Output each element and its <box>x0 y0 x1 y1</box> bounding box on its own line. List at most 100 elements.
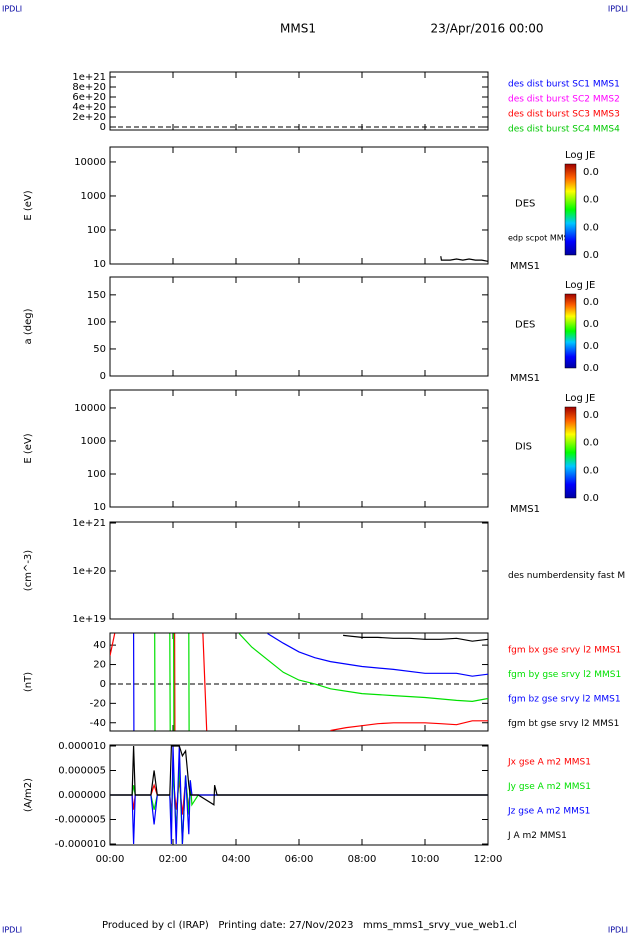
legend-entry: Jz gse A m2 MMS1 <box>507 807 590 817</box>
y-tick-label: 10 <box>93 259 106 270</box>
panel-frame <box>109 521 489 620</box>
legend-entry: des dist burst SC4 MMS4 <box>508 125 620 135</box>
probe-label: MMS1 <box>510 504 540 515</box>
y-tick-label: -0.000005 <box>55 815 106 826</box>
legend-entry: des dist burst SC3 MMS3 <box>508 110 620 120</box>
x-tick-label: 08:00 <box>348 854 377 865</box>
legend-entry: Jy gse A m2 MMS1 <box>507 782 591 792</box>
corner-mark: IPDLI <box>2 926 22 934</box>
legend-entry: des dist burst SC1 MMS1 <box>508 80 620 90</box>
y-tick-label: 0 <box>100 371 106 382</box>
y-tick-label: 100 <box>87 469 106 480</box>
colorbar-label: 0.0 <box>583 465 599 476</box>
colorbar-label: 0.0 <box>583 438 599 449</box>
y-tick-label: 10000 <box>74 403 106 414</box>
plot-date: 23/Apr/2016 00:00 <box>430 22 543 36</box>
y-tick-label: 1000 <box>81 191 106 202</box>
data-line <box>440 256 488 262</box>
colorbar-label: 0.0 <box>583 341 599 352</box>
y-tick-label: -0.000010 <box>55 839 106 850</box>
x-tick-label: 00:00 <box>96 854 125 865</box>
y-tick-label: 1e+19 <box>72 614 106 625</box>
colorbar-title: Log JE <box>565 280 595 291</box>
y-tick-label: 1e+21 <box>72 518 106 529</box>
y-tick-label: 50 <box>93 344 106 355</box>
y-side-label: des numberdensity fast M <box>508 571 625 581</box>
colorbar-label: 0.0 <box>583 222 599 233</box>
colorbar-label: 0.0 <box>583 167 599 178</box>
y-axis-label: E (eV) <box>23 433 34 463</box>
legend-entry: edp scpot MMS1 <box>508 234 574 243</box>
x-tick-label: 12:00 <box>474 854 503 865</box>
colorbar-label: 0.0 <box>583 410 599 421</box>
plot-title: MMS1 <box>280 22 316 36</box>
legend-entry: fgm bt gse srvy l2 MMS1 <box>508 719 619 729</box>
y-tick-label: 0 <box>100 122 106 133</box>
legend-entry: fgm bz gse srvy l2 MMS1 <box>508 695 621 705</box>
y-tick-label: 0.000005 <box>58 765 106 776</box>
x-tick-label: 04:00 <box>222 854 251 865</box>
colorbar <box>564 406 577 499</box>
y-tick-label: 100 <box>87 317 106 328</box>
y-tick-label: 2e+20 <box>72 112 106 123</box>
colorbar-label: 0.0 <box>583 195 599 206</box>
panel-frame <box>109 389 489 508</box>
data-line <box>133 633 488 731</box>
y-tick-label: 10 <box>93 502 106 513</box>
y-tick-label: 150 <box>87 290 106 301</box>
data-line <box>154 633 488 731</box>
data-line <box>110 745 488 806</box>
x-tick-label: 06:00 <box>285 854 314 865</box>
probe-label: MMS1 <box>510 261 540 272</box>
y-axis-label: (cm^-3) <box>23 550 34 591</box>
colorbar-label: 0.0 <box>583 493 599 504</box>
legend-entry: J A m2 MMS1 <box>507 831 567 841</box>
y-axis-label: a (deg) <box>23 308 34 344</box>
y-tick-label: 0 <box>100 679 106 690</box>
panel-frame <box>109 632 489 732</box>
panel-frame <box>109 146 489 265</box>
legend-entry: fgm bx gse srvy l2 MMS1 <box>508 646 621 656</box>
y-side-label: DIS <box>515 442 532 453</box>
corner-mark: IPDLI <box>608 926 628 934</box>
y-tick-label: 1e+20 <box>72 566 106 577</box>
corner-mark: IPDLI <box>2 5 22 14</box>
corner-mark: IPDLI <box>608 5 628 14</box>
y-tick-label: 40 <box>93 640 106 651</box>
y-tick-label: 8e+20 <box>72 82 106 93</box>
colorbar-title: Log JE <box>565 393 595 404</box>
data-line <box>110 633 488 731</box>
y-tick-label: -40 <box>90 718 106 729</box>
y-tick-label: -20 <box>90 698 106 709</box>
x-tick-label: 10:00 <box>411 854 440 865</box>
y-tick-label: 0.000000 <box>58 790 106 801</box>
colorbar-label: 0.0 <box>583 297 599 308</box>
panel-frame <box>109 276 489 377</box>
panel-frame <box>109 71 489 131</box>
colorbar-label: 0.0 <box>583 363 599 374</box>
y-tick-label: 20 <box>93 660 106 671</box>
colorbar <box>564 293 577 369</box>
y-tick-label: 10000 <box>74 157 106 168</box>
y-tick-label: 1000 <box>81 436 106 447</box>
legend-entry: des dist burst SC2 MMS2 <box>508 95 620 105</box>
y-tick-label: 0.000010 <box>58 741 106 752</box>
colorbar-label: 0.0 <box>583 250 599 261</box>
y-tick-label: 1e+21 <box>72 72 106 83</box>
colorbar-title: Log JE <box>565 150 595 161</box>
y-tick-label: 6e+20 <box>72 92 106 103</box>
y-side-label: DES <box>515 320 535 331</box>
legend-entry: fgm by gse srvy l2 MMS1 <box>508 670 621 680</box>
colorbar-label: 0.0 <box>583 319 599 330</box>
y-tick-label: 100 <box>87 225 106 236</box>
colorbar <box>564 163 577 256</box>
y-axis-label: E (eV) <box>23 190 34 220</box>
y-tick-label: 4e+20 <box>72 102 106 113</box>
probe-label: MMS1 <box>510 373 540 384</box>
y-axis-label: (nT) <box>23 672 34 692</box>
legend-entry: Jx gse A m2 MMS1 <box>507 758 591 768</box>
y-axis-label: (A/m2) <box>23 778 34 812</box>
data-line <box>343 634 488 642</box>
y-side-label: DES <box>515 199 535 210</box>
